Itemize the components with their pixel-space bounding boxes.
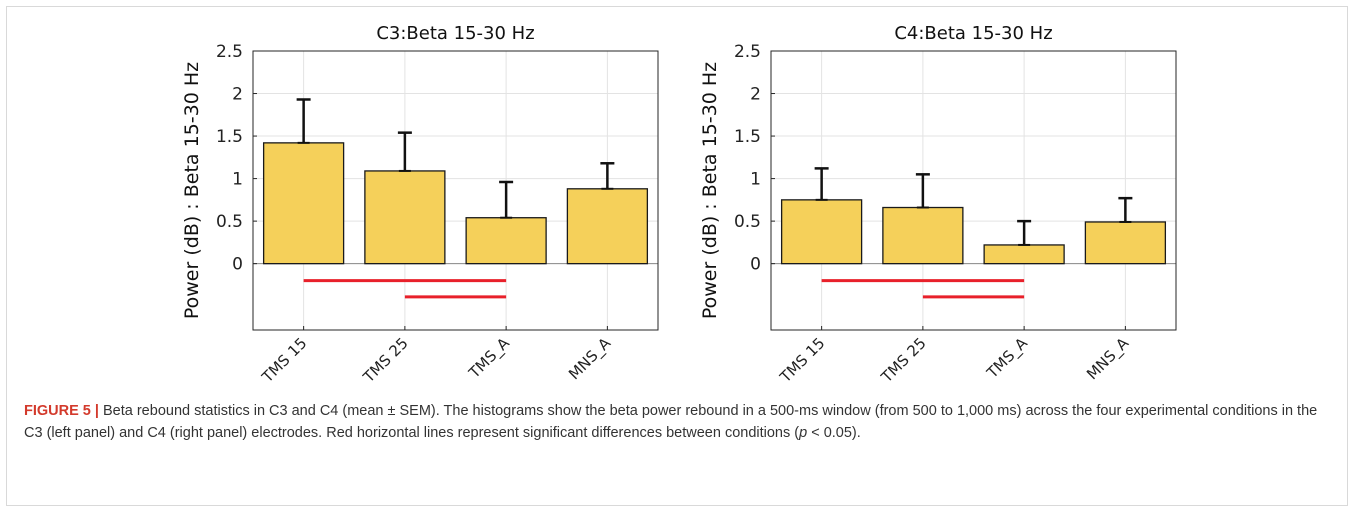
y-tick-label: 1 xyxy=(232,170,243,190)
x-tick-label: TMS 25 xyxy=(359,334,412,387)
y-tick-label: 0 xyxy=(750,255,761,275)
chart-panel-c3: 0 0.5 1 1.5 2 2.5 TMS 15 TMS 25 TMS_A MNS_A C3:Bet… xyxy=(181,23,659,387)
x-tick-label: MNS_A xyxy=(1083,334,1133,384)
chart-panel-c4: 0 0.5 1 1.5 2 2.5 TMS 15 TMS 25 TMS_A MNS_A C4:Bet… xyxy=(699,23,1177,387)
y-axis-label: Power (dB) : Beta 15-30 Hz xyxy=(699,62,721,319)
caption-text: Beta rebound statistics in C3 and C4 (me… xyxy=(24,403,1318,441)
y-tick-label: 2.5 xyxy=(216,42,243,62)
bar-tms-25 xyxy=(882,206,964,265)
y-tick-label: 0.5 xyxy=(216,212,243,232)
bar-mns-a xyxy=(566,188,649,265)
y-tick-label: 1.5 xyxy=(734,127,761,147)
y-axis-label: Power (dB) : Beta 15-30 Hz xyxy=(181,62,203,319)
y-tick-label: 2 xyxy=(750,85,761,105)
bar-mns-a xyxy=(1084,221,1167,265)
bar-tms-25 xyxy=(364,170,446,265)
y-tick-label: 1 xyxy=(750,170,761,190)
x-tick-label: TMS 25 xyxy=(877,334,930,387)
x-tick-label: TMS 15 xyxy=(776,334,829,387)
x-tick-label: TMS 15 xyxy=(258,334,311,387)
y-tick-label: 2.5 xyxy=(734,42,761,62)
figure-caption: FIGURE 5 | Beta rebound statistics in C3… xyxy=(24,400,1334,444)
x-tick-label: TMS_A xyxy=(465,334,515,384)
bar-tms-a xyxy=(983,244,1065,265)
axes-box xyxy=(252,50,659,331)
caption-text-end: < 0.05). xyxy=(807,425,861,441)
x-tick-label: MNS_A xyxy=(565,334,615,384)
chart-title: C4:Beta 15-30 Hz xyxy=(894,23,1052,44)
axes-box xyxy=(770,50,1177,331)
y-tick-label: 0.5 xyxy=(734,212,761,232)
x-tick-label: TMS_A xyxy=(983,334,1033,384)
y-tick-label: 1.5 xyxy=(216,127,243,147)
y-tick-label: 0 xyxy=(232,255,243,275)
bar-tms-15 xyxy=(262,142,345,265)
p-value-symbol: p xyxy=(799,425,808,441)
chart-title: C3:Beta 15-30 Hz xyxy=(376,23,534,44)
y-tick-label: 2 xyxy=(232,85,243,105)
bar-tms-a xyxy=(465,217,547,265)
figure-charts: 0 0.5 1 1.5 2 2.5 TMS 15 TMS 25 TMS_A MNS_A C3:Bet… xyxy=(181,23,1177,387)
caption-separator: | xyxy=(94,403,99,419)
figure-label: FIGURE 5 xyxy=(24,403,91,419)
bar-tms-15 xyxy=(780,199,863,265)
